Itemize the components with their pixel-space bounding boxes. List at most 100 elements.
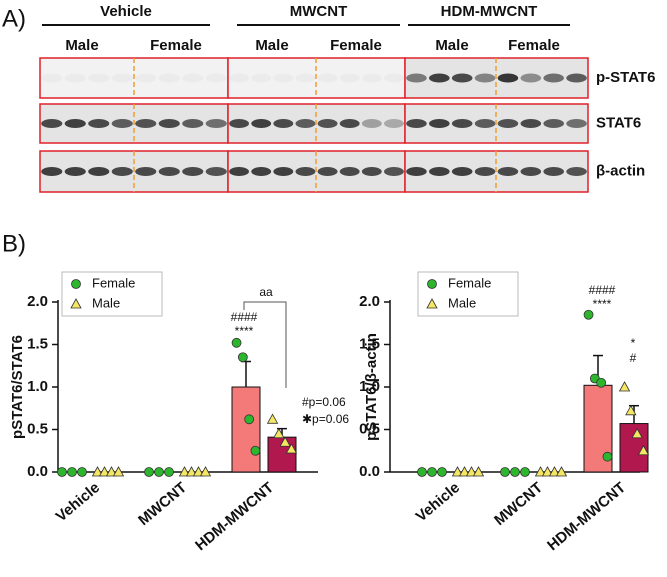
x-tick-label: MWCNT (135, 479, 190, 529)
band (64, 119, 86, 128)
bar (231, 386, 261, 473)
band (229, 119, 250, 128)
y-tick-label: 1.0 (27, 378, 48, 395)
data-point (458, 466, 471, 477)
annotation: ✱p=0.06 (302, 412, 349, 426)
y-tick-label: 1.0 (359, 378, 380, 395)
band (383, 167, 404, 176)
annotation: **** (593, 297, 612, 311)
band (251, 119, 272, 128)
band (229, 167, 250, 176)
sex-label: Female (150, 37, 202, 54)
annotation: #p=0.06 (302, 395, 346, 409)
legend-marker (427, 279, 437, 289)
data-point (164, 467, 174, 477)
band (451, 167, 473, 176)
y-tick-label: 0.5 (359, 420, 380, 437)
data-point (105, 466, 118, 477)
annotation: **** (235, 324, 254, 338)
band (112, 74, 133, 83)
data-point (555, 466, 568, 477)
band (88, 119, 110, 128)
y-tick-label: 1.5 (359, 335, 380, 352)
band (406, 119, 427, 128)
band (229, 74, 249, 83)
x-tick-label: HDM-MWCNT (544, 479, 629, 554)
data-point (237, 352, 248, 363)
band (182, 167, 204, 176)
data-point (548, 466, 561, 477)
band (520, 119, 542, 128)
legend-box (61, 271, 163, 317)
band (451, 73, 473, 83)
band (339, 167, 360, 176)
data-point (244, 414, 255, 425)
band (317, 119, 338, 128)
band (295, 167, 316, 176)
data-point (266, 413, 279, 424)
band (205, 167, 227, 176)
y-tick-label: 1.5 (27, 335, 48, 352)
y-tick-label: 0.5 (27, 420, 48, 437)
data-point (192, 466, 205, 477)
data-point (631, 427, 643, 439)
data-point (625, 404, 637, 416)
sex-label: Male (255, 37, 288, 54)
band (384, 74, 404, 83)
legend-label: Male (92, 295, 120, 310)
band (361, 167, 382, 176)
band (543, 119, 564, 128)
band (406, 167, 427, 176)
data-point (427, 467, 437, 477)
band (158, 119, 180, 128)
group-label: MWCNT (290, 3, 347, 20)
legend-marker (71, 279, 81, 289)
significance-bracket (243, 301, 287, 388)
band (429, 73, 450, 83)
data-point (451, 466, 464, 477)
band (497, 119, 519, 128)
x-tick-label: Vehicle (53, 479, 104, 525)
data-point (154, 467, 164, 477)
band (64, 167, 86, 176)
band (88, 167, 110, 176)
annotation: #### (589, 283, 616, 297)
y-tick-label: 0.0 (359, 463, 380, 480)
legend-label: Female (448, 275, 491, 290)
band (158, 167, 180, 176)
group-label: HDM-MWCNT (441, 3, 538, 20)
legend-box (417, 271, 519, 317)
annotation: # (630, 351, 637, 365)
data-point (618, 381, 631, 392)
band (406, 73, 427, 83)
band (362, 74, 382, 83)
data-point (199, 466, 212, 477)
legend-marker (426, 298, 438, 309)
band (111, 119, 133, 128)
y-tick-label: 0.0 (27, 463, 48, 480)
band (273, 74, 293, 83)
data-point (112, 466, 125, 477)
band (135, 119, 157, 128)
data-point (91, 466, 104, 477)
band (543, 73, 564, 83)
data-point (285, 443, 298, 454)
group-label: Vehicle (100, 3, 152, 20)
panel-label: A) (2, 5, 26, 32)
data-point (98, 466, 111, 477)
x-tick-label: MWCNT (491, 479, 546, 529)
y-tick-label: 2.0 (359, 293, 380, 310)
data-point (185, 466, 198, 477)
band (295, 119, 316, 128)
band (273, 119, 294, 128)
band (520, 73, 542, 83)
data-point (57, 467, 67, 477)
legend-label: Female (92, 275, 135, 290)
data-point (279, 436, 291, 447)
data-point (67, 467, 77, 477)
sex-label: Male (435, 37, 468, 54)
data-point (583, 309, 594, 320)
band (182, 119, 204, 128)
band (317, 167, 338, 176)
legend-marker (70, 298, 82, 309)
